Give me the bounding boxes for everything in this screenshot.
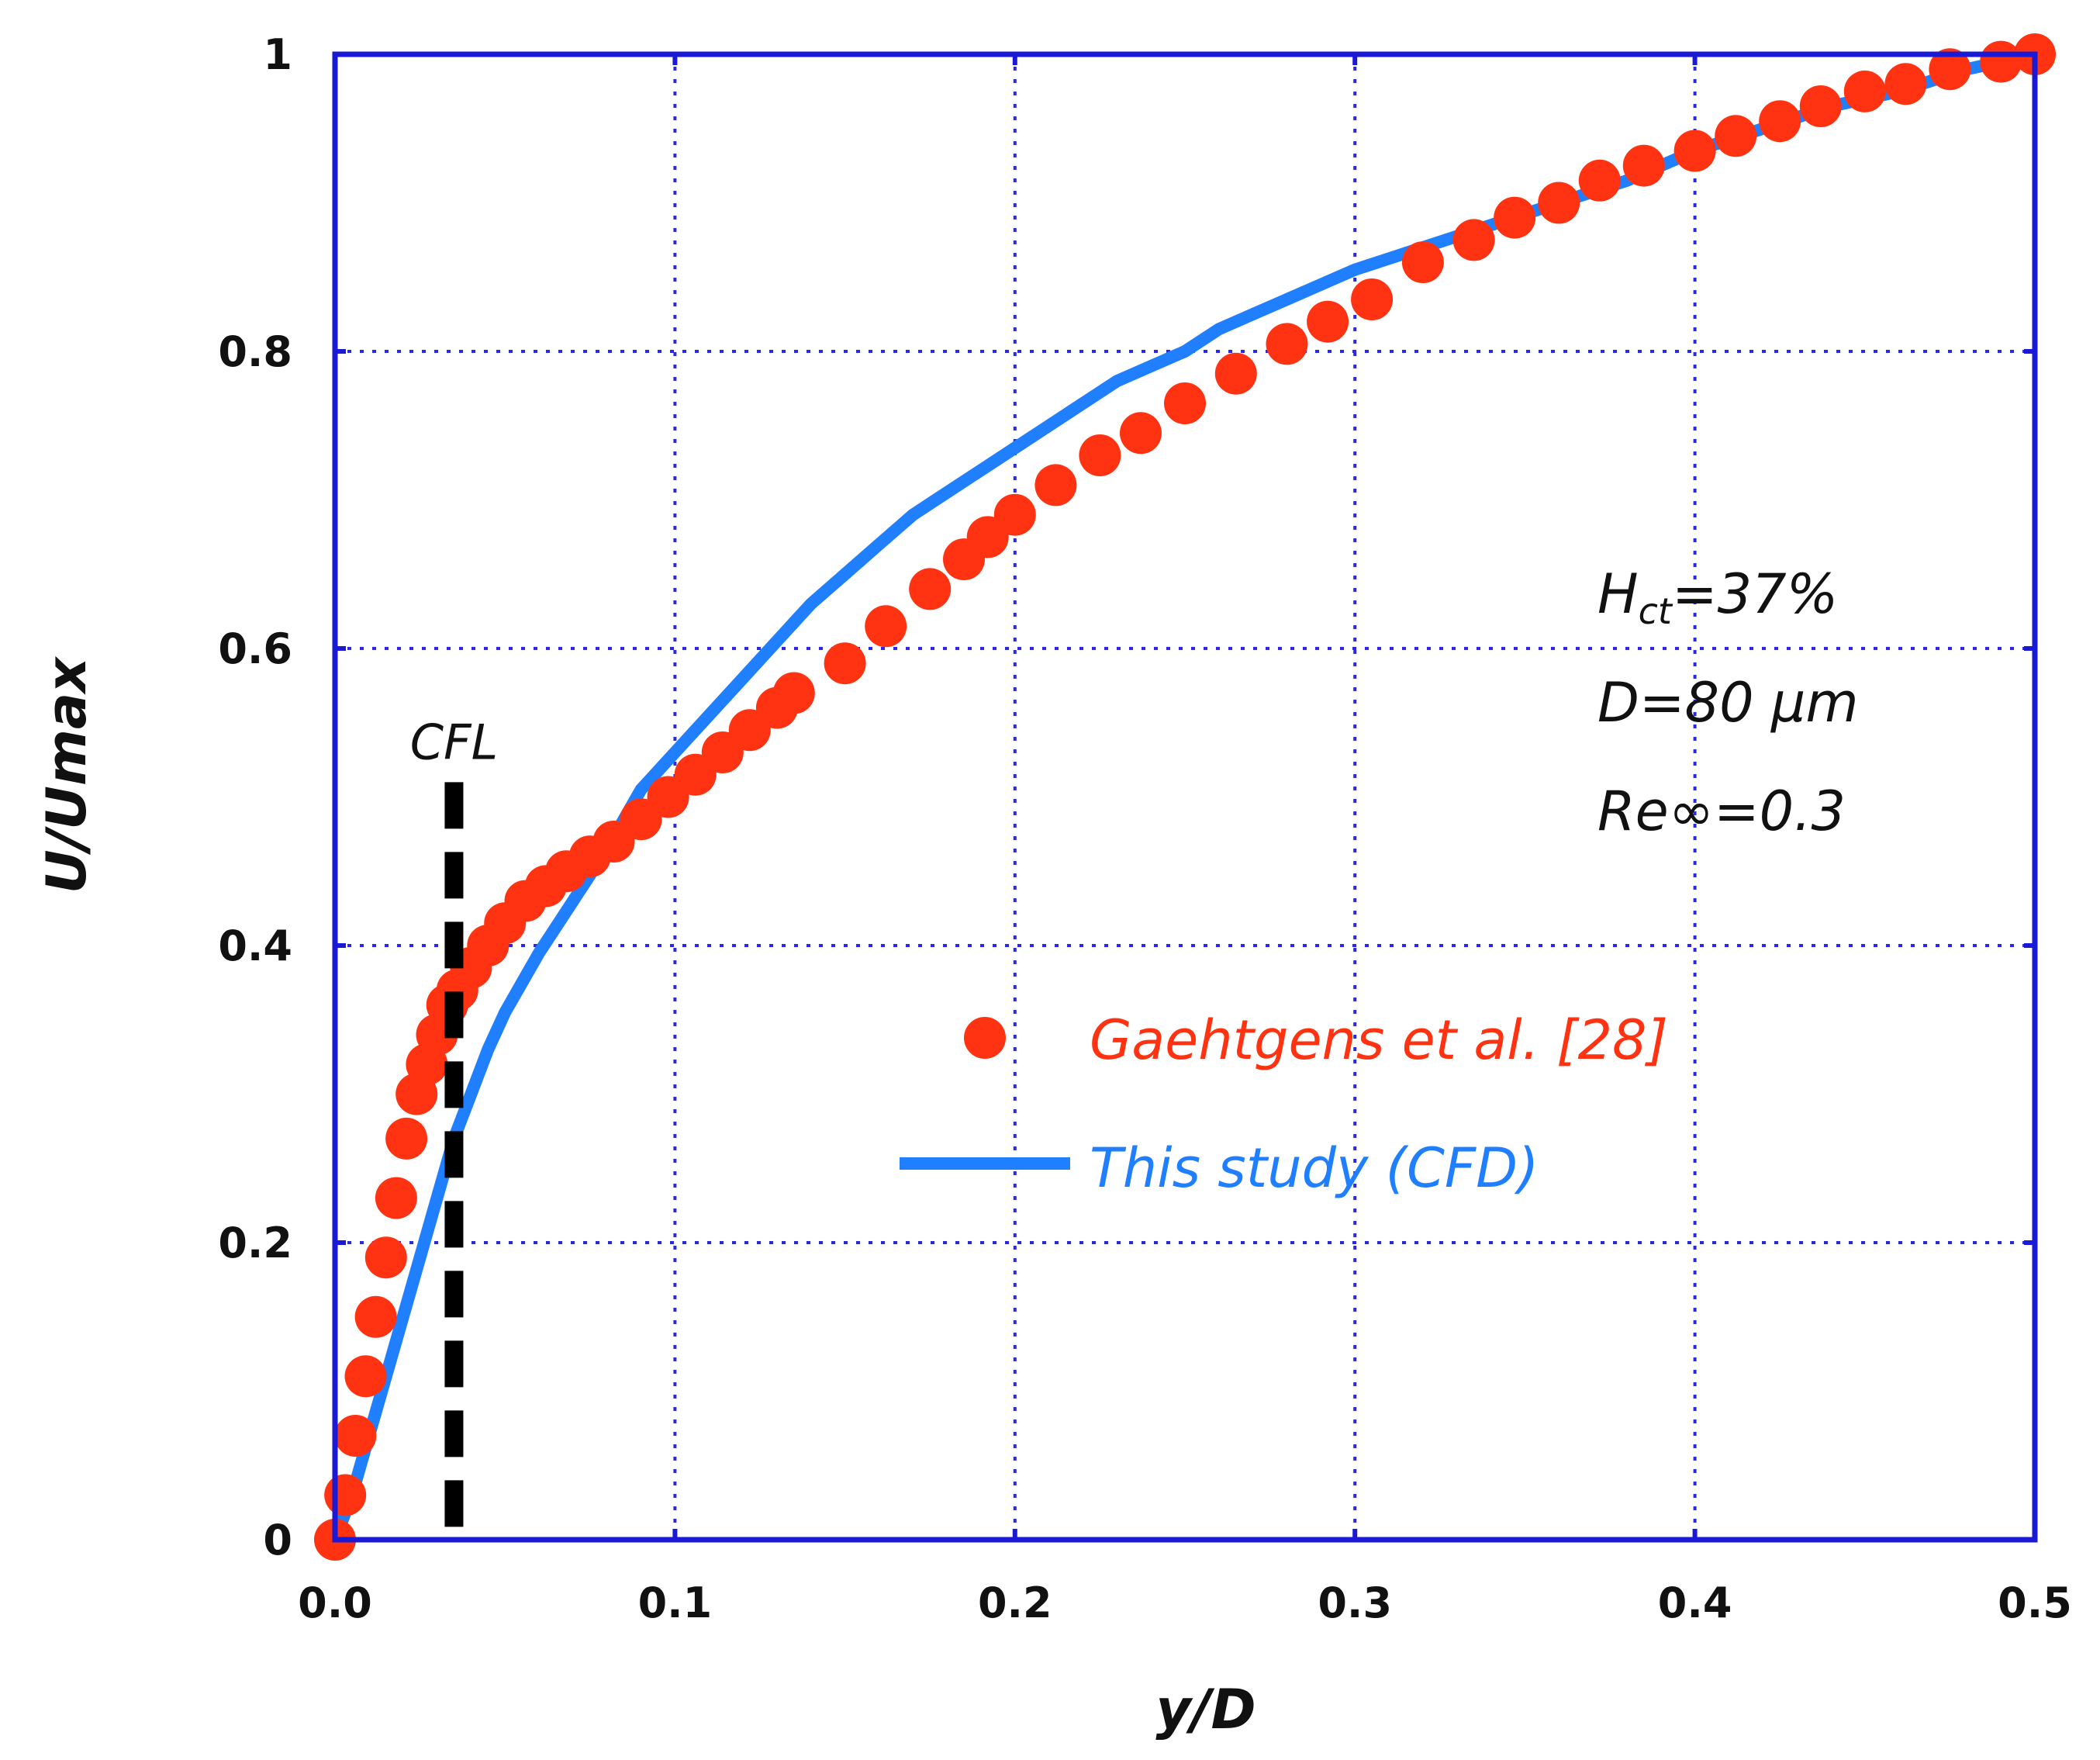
legend-marker-experiment	[964, 1017, 1006, 1059]
experiment-data-point	[1079, 434, 1121, 476]
experiment-data-point	[334, 1415, 377, 1457]
experiment-data-point	[1494, 196, 1536, 239]
experiment-data-point	[909, 568, 952, 610]
cfl-marker: CFL	[410, 714, 499, 1532]
x-tick-label: 0.4	[1658, 1578, 1732, 1627]
experiment-data-point	[865, 605, 907, 648]
x-tick-label: 0.0	[298, 1578, 372, 1627]
experiment-data-point	[993, 493, 1036, 536]
y-tick-label: 1	[263, 30, 292, 79]
experiment-data-point	[1120, 412, 1162, 455]
experiment-data-point	[1715, 115, 1757, 157]
legend-label-cfd: This study (CFD)	[1090, 1136, 1539, 1200]
axes: 0.0 0.1 0.2 0.3 0.4 0.5 0 0.2 0.4 0.6 0.8 1	[218, 30, 2072, 1627]
x-tick-label: 0.1	[638, 1578, 713, 1627]
experiment-data-point	[344, 1355, 387, 1398]
y-tick-label: 0.4	[218, 921, 292, 970]
x-tick-label: 0.3	[1318, 1578, 1392, 1627]
x-tick-label: 0.5	[1998, 1578, 2072, 1627]
experiment-data-point	[1307, 300, 1349, 343]
legend-label-experiment: Gaehtgens et al. [28]	[1090, 1008, 1668, 1072]
y-tick-label: 0	[263, 1516, 292, 1565]
experiment-data-point	[1673, 130, 1716, 172]
x-axis-title: y/D	[1155, 1678, 1256, 1741]
experiment-data-point	[1266, 323, 1308, 365]
experiment-data-point	[1799, 85, 1842, 127]
experiment-data-point	[1034, 464, 1077, 507]
experiment-data-point	[772, 672, 815, 714]
experiment-data-point	[1214, 352, 1257, 395]
hct-value: =37%	[1672, 562, 1838, 626]
experiment-data-point	[824, 642, 866, 685]
cfl-label: CFL	[410, 714, 499, 770]
diameter-annotation: D=80 μm	[1597, 671, 1859, 735]
experiment-data-point	[385, 1117, 428, 1160]
y-tick-label: 0.2	[218, 1219, 292, 1267]
experiment-data-point	[1759, 100, 1801, 143]
experiment-data-point	[324, 1474, 367, 1516]
y-axis-title: U/Umax	[35, 656, 98, 894]
annotation-block: Hct=37% D=80 μm Re∞=0.3	[1597, 562, 1859, 843]
experiment-data-point	[1884, 63, 1927, 105]
experiment-data-point	[1929, 48, 1971, 91]
experiment-data-point	[1164, 382, 1206, 424]
experiment-data-point	[354, 1295, 397, 1338]
experiment-data-point	[1538, 182, 1580, 224]
experiment-data-point	[1452, 219, 1495, 261]
series-layer	[314, 33, 2056, 1561]
experiment-data-point	[375, 1177, 417, 1219]
hematocrit-annotation: Hct=37%	[1597, 562, 1838, 632]
experiment-data-point	[1351, 278, 1394, 320]
y-tick-label: 0.8	[218, 327, 292, 376]
experiment-data-point	[1980, 40, 2022, 83]
reynolds-annotation: Re∞=0.3	[1597, 780, 1846, 843]
grid-lines	[335, 54, 2035, 1540]
experiment-data-point	[1578, 159, 1621, 202]
experiment-data-point	[1843, 70, 1886, 112]
y-tick-label: 0.6	[218, 624, 292, 673]
x-tick-label: 0.2	[978, 1578, 1052, 1627]
legend: Gaehtgens et al. [28] This study (CFD)	[900, 1008, 1668, 1200]
experiment-data-point	[1622, 144, 1665, 187]
hct-main: H	[1597, 562, 1639, 626]
experiment-data-point	[364, 1236, 407, 1279]
hct-subscript: ct	[1639, 590, 1673, 632]
plot-frame	[332, 51, 2038, 1543]
experiment-data-point	[1401, 241, 1444, 284]
